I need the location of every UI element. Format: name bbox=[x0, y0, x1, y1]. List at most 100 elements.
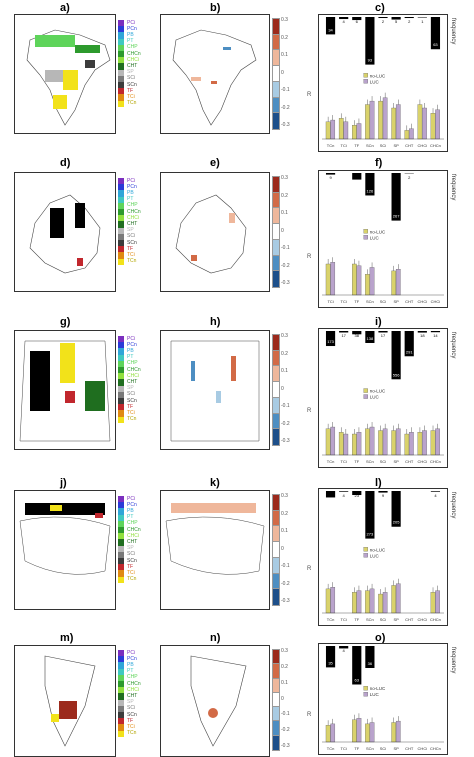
r-bar-luc bbox=[330, 587, 336, 614]
frequency-label: 291 bbox=[406, 349, 413, 354]
class-label-tcn: TCn bbox=[127, 730, 137, 737]
class-label-pcn: PCn bbox=[127, 25, 137, 32]
class-swatch-chcn bbox=[118, 681, 124, 688]
frequency-label: 63 bbox=[355, 678, 360, 683]
r-bar-luc bbox=[382, 428, 388, 456]
class-label-cht: CHT bbox=[127, 378, 138, 385]
class-label-scn: SCn bbox=[127, 711, 137, 718]
r-bar-luc bbox=[395, 428, 401, 456]
frequency-label: 6 bbox=[356, 19, 359, 24]
panel-label-e: e) bbox=[210, 157, 220, 169]
r-bar-luc bbox=[409, 128, 414, 140]
legend-swatch bbox=[363, 686, 368, 691]
class-swatch-sci bbox=[118, 75, 124, 82]
r-bar-luc bbox=[369, 100, 375, 140]
frequency-label: 1 bbox=[421, 19, 424, 24]
class-swatch-sp bbox=[118, 227, 124, 234]
r-bar-luc bbox=[369, 267, 375, 296]
class-swatch-tf bbox=[118, 246, 124, 253]
legend-swatch bbox=[363, 229, 368, 234]
category-tick: TCn bbox=[327, 143, 335, 148]
frequency-label: 2 bbox=[408, 19, 411, 24]
frequency-bar bbox=[325, 173, 336, 175]
r-bar-no-luc bbox=[378, 100, 383, 140]
class-swatch-pci bbox=[118, 178, 124, 185]
frequency-label: 37 bbox=[355, 175, 360, 180]
r-bar-luc bbox=[435, 428, 440, 456]
class-label-sci: SCi bbox=[127, 551, 136, 558]
class-label-scn: SCn bbox=[127, 557, 137, 564]
class-swatch-chcn bbox=[118, 367, 124, 374]
r-bar-no-luc bbox=[430, 592, 436, 614]
class-swatch-chci bbox=[118, 687, 124, 694]
class-label-sp: SP bbox=[127, 227, 134, 234]
class-swatch-sci bbox=[118, 551, 124, 558]
frequency-bar bbox=[391, 173, 401, 221]
class-swatch-pcn bbox=[118, 26, 124, 33]
map-b bbox=[160, 14, 270, 134]
delta-tick: 0.1 bbox=[281, 528, 288, 534]
frequency-bar bbox=[339, 646, 349, 649]
class-label-chci: CHCi bbox=[127, 686, 139, 693]
frequency-bar bbox=[325, 491, 336, 498]
frequency-label: 23 bbox=[355, 493, 360, 498]
frequency-label: 4 bbox=[343, 493, 346, 498]
class-label-pci: PCi bbox=[127, 495, 136, 502]
r-bar-no-luc bbox=[352, 592, 357, 614]
class-swatch-tf bbox=[118, 718, 124, 725]
legend-swatch bbox=[363, 547, 368, 552]
category-tick: SP bbox=[393, 299, 399, 304]
delta-swatch bbox=[272, 734, 280, 751]
class-label-pci: PCi bbox=[127, 19, 136, 26]
frequency-label: 173 bbox=[327, 339, 334, 344]
class-label-tf: TF bbox=[127, 245, 134, 252]
r-bar-no-luc bbox=[430, 430, 436, 456]
class-label-scn: SCn bbox=[127, 239, 137, 246]
frequency-label: 38 bbox=[355, 333, 360, 338]
category-tick: CHCi bbox=[418, 617, 428, 622]
category-tick: SP bbox=[393, 746, 399, 751]
class-label-pb: PB bbox=[127, 661, 134, 668]
frequency-bar bbox=[325, 331, 336, 347]
category-tick: SCn bbox=[366, 617, 374, 622]
class-label-chci: CHCi bbox=[127, 532, 139, 539]
r-bar-no-luc bbox=[325, 263, 331, 296]
frequency-label: 4 bbox=[343, 19, 346, 24]
frequency-label: 93 bbox=[368, 58, 373, 63]
frequency-label: 205 bbox=[393, 520, 400, 525]
category-tick: TCi bbox=[341, 617, 347, 622]
class-swatch-sci bbox=[118, 705, 124, 712]
r-bar-luc bbox=[409, 432, 414, 456]
class-swatch-tf bbox=[118, 564, 124, 571]
frequency-bar bbox=[430, 17, 441, 50]
r-bar-luc bbox=[369, 588, 375, 614]
category-tick: SCi bbox=[380, 143, 387, 148]
r-bar-no-luc bbox=[338, 118, 344, 140]
frequency-label: 17 bbox=[381, 333, 386, 338]
class-swatch-pt bbox=[118, 514, 124, 521]
class-swatch-tcn bbox=[118, 576, 124, 583]
class-label-pt: PT bbox=[127, 196, 134, 203]
r-bar-luc bbox=[356, 265, 362, 296]
class-swatch-pcn bbox=[118, 184, 124, 191]
r-bar-no-luc bbox=[325, 428, 331, 456]
class-label-chci: CHCi bbox=[127, 56, 139, 63]
r-bar-luc bbox=[435, 109, 440, 140]
class-label-scn: SCn bbox=[127, 397, 137, 404]
r-bar-luc bbox=[382, 97, 388, 140]
delta-tick: 0.2 bbox=[281, 510, 288, 517]
category-tick: SCi bbox=[380, 459, 387, 464]
frequency-label: 18 bbox=[420, 333, 425, 338]
r-bar-no-luc bbox=[391, 585, 396, 614]
frequency-axis-title-o: frequency bbox=[450, 647, 456, 674]
delta-tick: -0.3 bbox=[281, 743, 290, 749]
category-tick: TCi bbox=[341, 299, 347, 304]
class-swatch-scn bbox=[118, 240, 124, 247]
class-label-tcn: TCn bbox=[127, 416, 137, 423]
class-swatch-pt bbox=[118, 354, 124, 361]
category-tick: TCn bbox=[327, 746, 335, 751]
category-tick: CHT bbox=[405, 617, 414, 622]
class-swatch-tci bbox=[118, 410, 124, 417]
frequency-bar bbox=[417, 331, 427, 333]
class-label-chp: CHP bbox=[127, 674, 138, 681]
